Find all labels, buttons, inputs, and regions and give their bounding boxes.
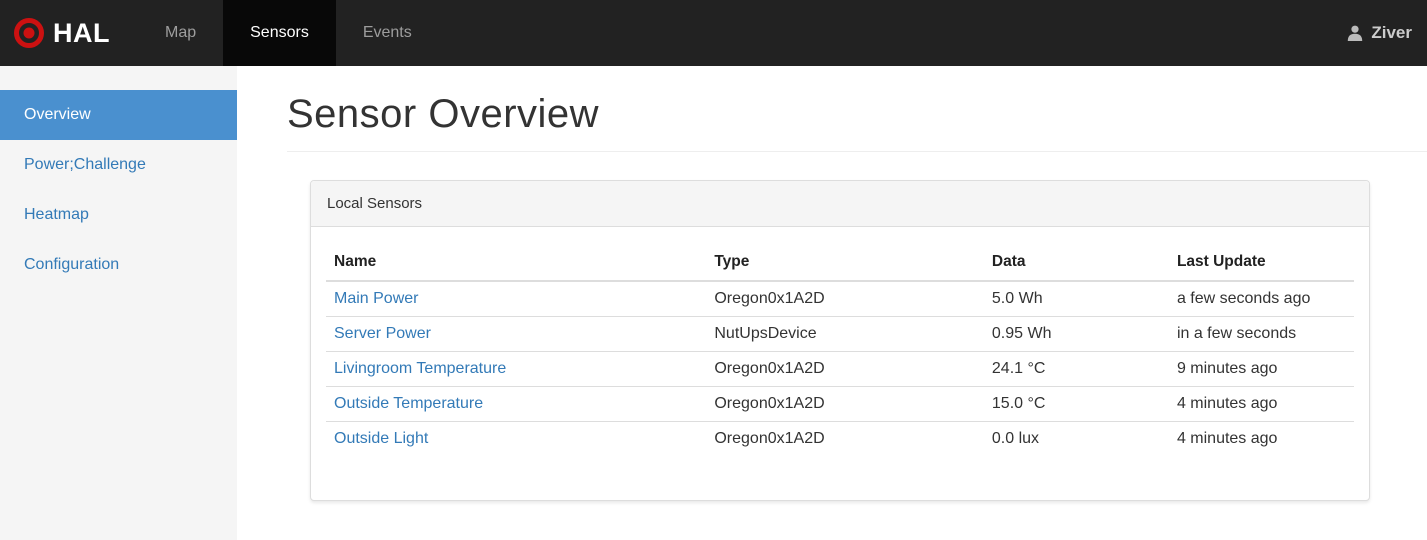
sensor-last-update: 4 minutes ago (1168, 386, 1354, 422)
bullseye-icon (14, 18, 44, 48)
main-nav: Map Sensors Events (138, 0, 439, 66)
sensor-link-outside-temperature[interactable]: Outside Temperature (334, 395, 484, 412)
table-row: Outside Temperature Oregon0x1A2D 15.0 °C… (326, 386, 1354, 422)
sensor-data: 0.95 Wh (983, 316, 1169, 352)
sidebar-item-power-challenge[interactable]: Power;Challenge (24, 156, 146, 173)
sensor-type: Oregon0x1A2D (706, 421, 984, 456)
sensor-data: 5.0 Wh (991, 290, 1043, 307)
sidebar-item-heatmap[interactable]: Heatmap (24, 206, 89, 223)
nav-item-sensors[interactable]: Sensors (223, 0, 336, 66)
sidebar: Overview Power;Challenge Heatmap Configu… (0, 66, 237, 540)
table-row: Server Power NutUpsDevice 0.95 Wh in a f… (326, 316, 1354, 352)
sensor-link-outside-light[interactable]: Outside Light (334, 430, 429, 447)
sensor-last-update: 4 minutes ago (1168, 421, 1354, 456)
main-content: Sensor Overview Local Sensors Name Type … (237, 66, 1427, 540)
brand-logo[interactable]: HAL (0, 0, 138, 66)
page-title: Sensor Overview (287, 92, 600, 136)
sensor-type: NutUpsDevice (706, 316, 984, 352)
sidebar-item-overview[interactable]: Overview (0, 90, 237, 140)
page-header: Sensor Overview (287, 66, 1427, 152)
column-header-last-update: Last Update (1168, 242, 1354, 282)
navbar-spacer (439, 0, 1332, 66)
sensor-type: Oregon0x1A2D (714, 290, 825, 307)
table-row: Livingroom Temperature Oregon0x1A2D 24.1… (326, 351, 1354, 387)
panel-body: Name Type Data Last Update Main Power Or… (311, 227, 1369, 500)
person-icon (1348, 25, 1363, 41)
sensor-last-update: a few seconds ago (1176, 290, 1311, 307)
sensor-link-server-power[interactable]: Server Power (334, 325, 431, 342)
nav-item-events[interactable]: Events (362, 24, 412, 41)
table-row: Outside Light Oregon0x1A2D 0.0 lux 4 min… (326, 421, 1354, 456)
sensor-data: 0.0 lux (983, 421, 1169, 456)
sensor-link-livingroom-temperature[interactable]: Livingroom Temperature (334, 360, 507, 377)
sensor-last-update: 9 minutes ago (1168, 351, 1354, 387)
table-header-row: Name Type Data Last Update (326, 242, 1354, 282)
sensor-data: 15.0 °C (983, 386, 1169, 422)
local-sensors-panel: Local Sensors Name Type Data Last Update… (310, 180, 1370, 501)
sensor-type: Oregon0x1A2D (706, 351, 984, 387)
nav-item-map[interactable]: Map (165, 24, 197, 41)
top-navbar: HAL Map Sensors Events Ziver (0, 0, 1427, 66)
sidebar-item-configuration[interactable]: Configuration (24, 256, 120, 273)
user-name: Ziver (1371, 23, 1412, 42)
sensor-link-main-power[interactable]: Main Power (334, 290, 419, 307)
sensor-data: 24.1 °C (983, 351, 1169, 387)
sensors-table: Name Type Data Last Update Main Power Or… (326, 242, 1354, 456)
column-header-type: Type (706, 242, 984, 282)
brand-title: HAL (53, 17, 110, 48)
sensor-type: Oregon0x1A2D (706, 386, 984, 422)
column-header-name: Name (326, 242, 707, 282)
sensor-last-update: in a few seconds (1168, 316, 1354, 352)
panel-title: Local Sensors (311, 181, 1369, 227)
table-row: Main Power Oregon0x1A2D 5.0 Wh a few sec… (326, 281, 1354, 317)
user-menu[interactable]: Ziver (1331, 0, 1427, 66)
column-header-data: Data (983, 242, 1169, 282)
